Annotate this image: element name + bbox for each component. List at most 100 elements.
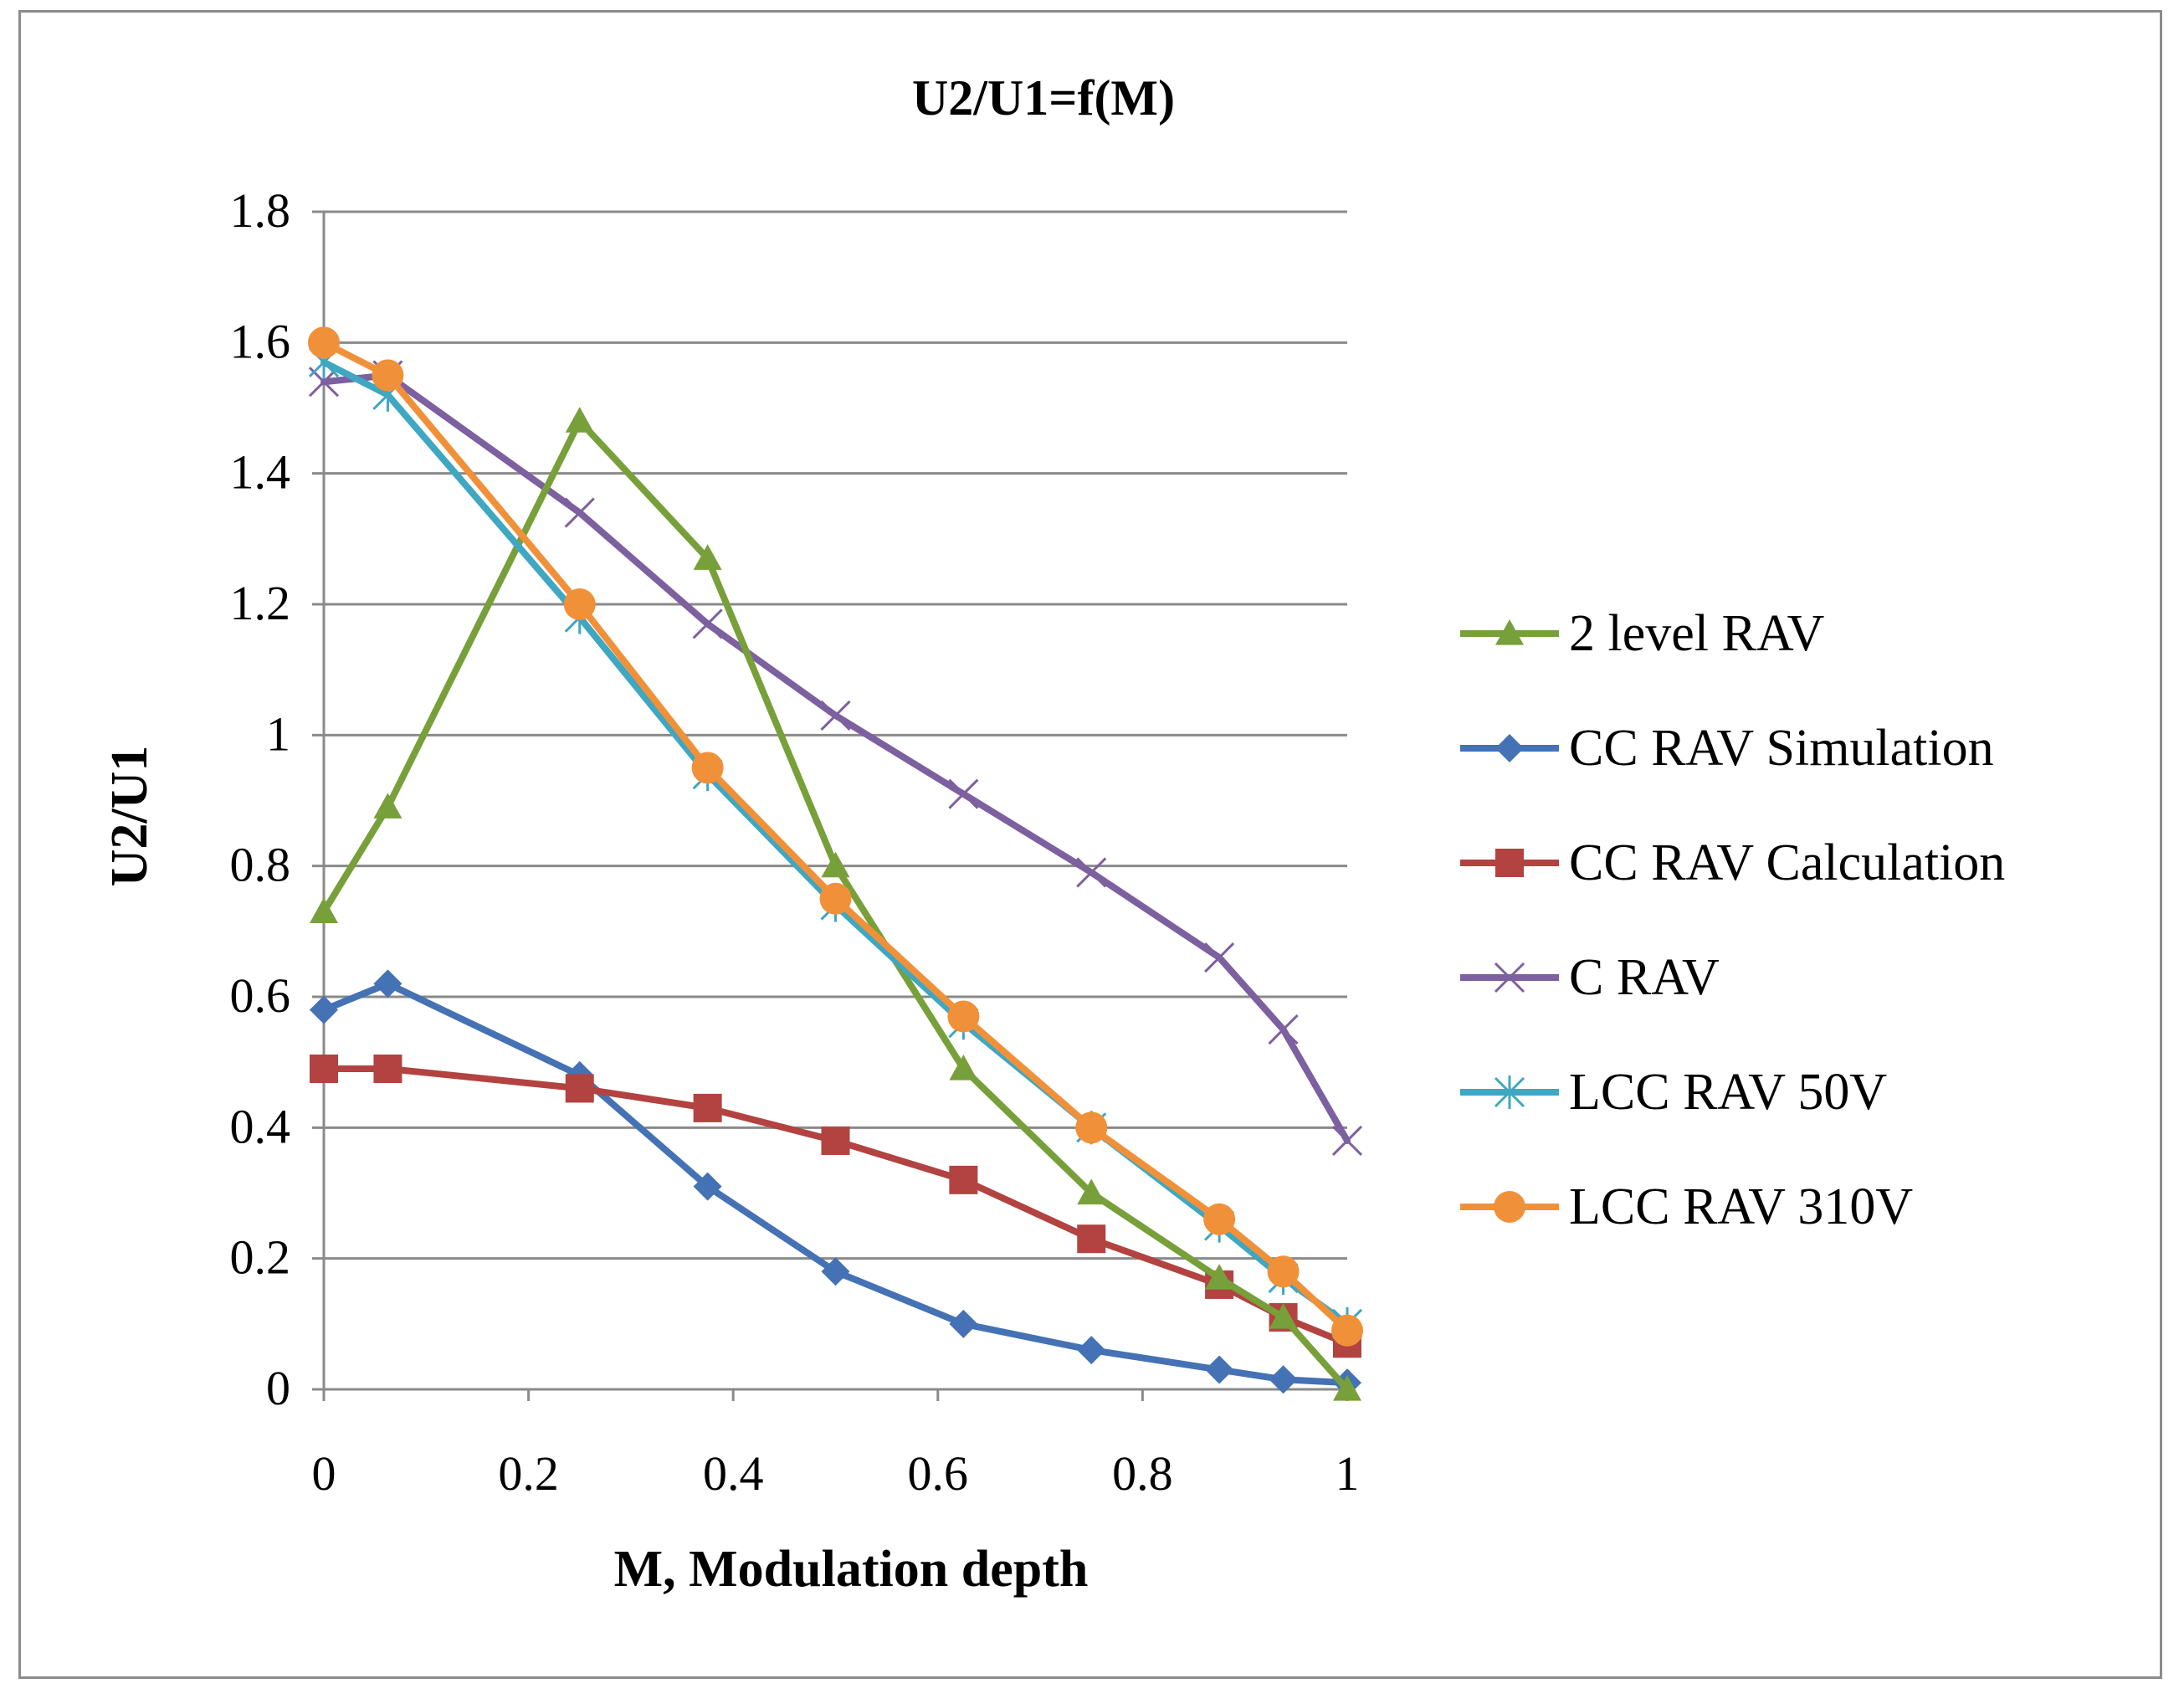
data-point <box>310 1054 338 1083</box>
legend-item: CC RAV Calculation <box>1460 834 2005 891</box>
x-stroke <box>1268 1014 1299 1045</box>
legend-item: LCC RAV 50V <box>1460 1064 1887 1121</box>
data-point <box>691 752 724 784</box>
data-point <box>308 326 340 359</box>
x-stroke <box>948 778 979 809</box>
data-point <box>821 1257 850 1286</box>
x-tick-label: 0.6 <box>908 1446 969 1501</box>
data-point <box>1075 1111 1108 1144</box>
legend-label: 2 level RAV <box>1569 605 1825 662</box>
chart-title: U2/U1=f(M) <box>912 70 1175 126</box>
chart-frame: U2/U1=f(M) M, Modulation depth U2/U1 0 0.… <box>18 10 2162 1679</box>
x-stroke <box>1076 857 1107 888</box>
data-point <box>821 851 850 878</box>
series-line <box>320 339 1351 1334</box>
data-point <box>1267 1255 1300 1288</box>
legend-label: C RAV <box>1569 949 1720 1006</box>
data-point <box>310 995 338 1024</box>
gridlines <box>312 210 1347 1260</box>
y-tick-label: 0.6 <box>230 968 291 1023</box>
x-stroke <box>692 608 723 639</box>
legend-marker <box>1495 849 1524 877</box>
y-tick-label: 1 <box>266 706 290 761</box>
data-point <box>949 1054 978 1080</box>
legend-label: CC RAV Calculation <box>1569 834 2005 891</box>
data-point <box>820 700 851 731</box>
x-tick-label: 0 <box>312 1446 336 1501</box>
legend-label: LCC RAV 50V <box>1569 1064 1887 1121</box>
data-point <box>1269 1303 1298 1329</box>
series-c-rav <box>308 360 1363 1157</box>
series-lcc-rav-310v <box>308 326 1363 1347</box>
y-axis-label: U2/U1 <box>101 746 158 887</box>
series-line <box>320 372 1351 1144</box>
x-tick-label: 0.4 <box>703 1446 764 1501</box>
data-point <box>692 608 723 639</box>
data-point <box>948 778 979 809</box>
legend-label: CC RAV Simulation <box>1569 720 1994 777</box>
x-stroke <box>1494 962 1525 993</box>
series-line <box>320 358 1351 1327</box>
y-tick-label: 1.6 <box>230 314 291 368</box>
y-tick-label: 0.8 <box>230 838 291 892</box>
data-point <box>821 1126 850 1155</box>
legend-marker <box>1495 734 1524 762</box>
data-point <box>563 588 596 620</box>
y-tick-label: 1.2 <box>230 576 291 630</box>
x-tick-label: 0.2 <box>498 1446 559 1501</box>
data-point <box>310 897 338 923</box>
legend-marker <box>1495 619 1524 645</box>
data-point <box>1077 1224 1106 1254</box>
legend-item: C RAV <box>1460 949 1720 1006</box>
data-point <box>1333 1375 1361 1401</box>
data-point <box>1203 1203 1236 1235</box>
legend-marker <box>1494 1075 1525 1109</box>
data-point <box>372 359 404 392</box>
data-point <box>1076 857 1107 888</box>
y-tick-label: 1.4 <box>230 445 291 500</box>
data-point <box>1269 1365 1298 1394</box>
x-stroke <box>564 497 595 528</box>
data-point <box>1331 1314 1363 1347</box>
data-point <box>565 407 594 433</box>
x-tick-label: 0.8 <box>1112 1446 1173 1501</box>
x-axis-label: M, Modulation depth <box>614 1541 1089 1598</box>
data-point <box>1077 1178 1106 1205</box>
y-tick-label: 0.4 <box>230 1099 291 1153</box>
y-tick-label: 1.8 <box>230 183 291 238</box>
legend-item: LCC RAV 310V <box>1460 1178 1913 1235</box>
data-point <box>373 969 402 998</box>
legend-marker <box>1494 1191 1525 1223</box>
data-point <box>819 882 852 915</box>
data-point <box>693 1172 722 1201</box>
x-stroke <box>820 700 851 731</box>
data-point <box>1077 1336 1106 1365</box>
series-line <box>320 980 1351 1387</box>
data-point <box>565 1074 594 1103</box>
series-lcc-rav-50v <box>308 345 1363 1341</box>
data-point <box>564 497 595 528</box>
x-tick-label: 1 <box>1336 1446 1360 1501</box>
series-cc-rav-simulation <box>310 969 1361 1398</box>
series-group <box>308 326 1363 1401</box>
legend-item: 2 level RAV <box>1460 605 1825 662</box>
data-point <box>947 1000 980 1033</box>
data-point <box>1205 1264 1234 1290</box>
legend-marker <box>1494 962 1525 993</box>
data-point <box>1205 1355 1234 1384</box>
legend: 2 level RAV CC RAV Simulation CC RAV Calcu… <box>1460 605 2005 1235</box>
data-point <box>949 1309 978 1338</box>
data-point <box>1268 1014 1299 1045</box>
data-point <box>693 1093 722 1122</box>
y-tick-label: 0 <box>266 1361 290 1415</box>
x-stroke <box>1331 1125 1363 1157</box>
axes: 0 0.2 0.4 0.6 0.8 1 1.2 1.4 1.6 1.8 0 0.2 0.4 0.6 0.8 1 <box>230 183 1360 1501</box>
data-point <box>1331 1125 1363 1157</box>
y-tick-label: 0.2 <box>230 1230 291 1285</box>
data-point <box>949 1165 978 1194</box>
legend-label: LCC RAV 310V <box>1569 1178 1913 1235</box>
data-point <box>1204 942 1235 973</box>
data-point <box>373 1054 402 1083</box>
legend-item: CC RAV Simulation <box>1460 720 1994 777</box>
x-stroke <box>1204 942 1235 973</box>
